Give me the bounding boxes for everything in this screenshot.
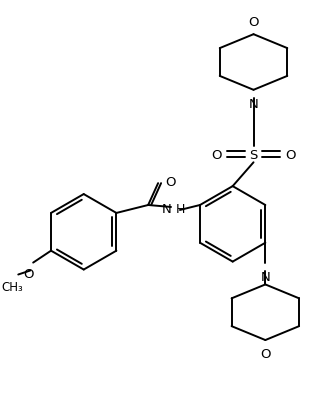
Text: O: O [165,175,175,188]
Text: N: N [161,203,171,216]
Text: O: O [285,148,296,162]
Text: H: H [176,203,185,216]
Text: O: O [260,347,271,360]
Text: S: S [249,148,258,162]
Text: N: N [249,97,258,110]
Text: O: O [23,267,33,280]
Text: O: O [212,148,222,162]
Text: O: O [248,16,259,29]
Text: N: N [260,270,270,283]
Text: CH₃: CH₃ [1,281,23,294]
